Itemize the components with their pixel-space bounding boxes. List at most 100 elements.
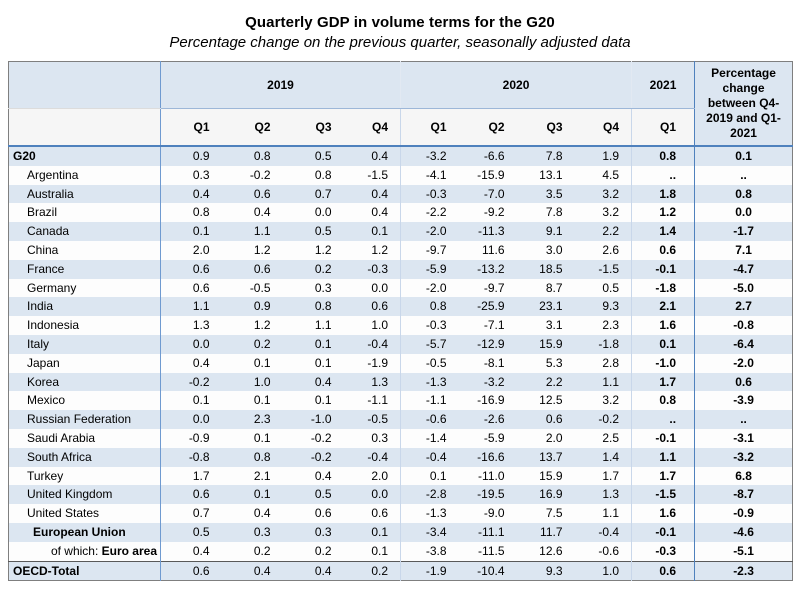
gdp-value-cell: -11.5 bbox=[478, 543, 505, 558]
gdp-value-cell: 0.5 bbox=[314, 224, 332, 239]
gdp-value-cell: 2.5 bbox=[602, 430, 620, 445]
gdp-value-cell: 0.3 bbox=[371, 430, 389, 445]
gdp-value-cell: 1.7 bbox=[631, 372, 695, 392]
gdp-value-cell: -5.9 bbox=[483, 430, 505, 445]
change-value-cell: 0.0 bbox=[694, 203, 793, 223]
gdp-value-cell: 0.3 bbox=[314, 524, 332, 539]
gdp-value-cell: 1.3 bbox=[602, 487, 620, 502]
gdp-value-cell: -2.0 bbox=[400, 278, 459, 298]
gdp-value-cell: -16.6 bbox=[477, 449, 505, 464]
gdp-value-cell: 15.9 bbox=[539, 336, 563, 351]
change-column-header: Percentage change between Q4-2019 and Q1… bbox=[694, 61, 793, 147]
gdp-value-cell: 0.4 bbox=[192, 186, 210, 201]
gdp-value-cell: -0.9 bbox=[188, 430, 210, 445]
gdp-value-cell: 0.6 bbox=[631, 240, 695, 260]
gdp-value-cell: 1.6 bbox=[631, 316, 695, 335]
gdp-value-cell: 0.6 bbox=[192, 487, 210, 502]
row-label: OECD-Total bbox=[8, 560, 161, 581]
gdp-value-cell: 2.3 bbox=[253, 412, 271, 427]
gdp-value-cell: 2.1 bbox=[631, 297, 695, 317]
gdp-value-cell: -0.4 bbox=[367, 336, 389, 351]
gdp-value-cell: 2.0 bbox=[545, 430, 563, 445]
gdp-value-cell: 0.5 bbox=[314, 487, 332, 502]
gdp-value-cell: 2.0 bbox=[192, 242, 210, 257]
gdp-value-cell: -0.6 bbox=[598, 543, 620, 558]
gdp-value-cell: 0.1 bbox=[253, 355, 271, 370]
gdp-value-cell: 0.1 bbox=[314, 336, 332, 351]
gdp-value-cell: 0.6 bbox=[371, 299, 389, 314]
gdp-value-cell: 1.7 bbox=[192, 468, 210, 483]
gdp-value-cell: 9.3 bbox=[602, 299, 620, 314]
gdp-value-cell: 0.1 bbox=[371, 224, 389, 239]
page-title: Quarterly GDP in volume terms for the G2… bbox=[245, 14, 555, 31]
gdp-value-cell: 1.1 bbox=[253, 224, 271, 239]
gdp-value-cell: -0.6 bbox=[400, 410, 459, 429]
gdp-value-cell: 0.1 bbox=[192, 224, 210, 239]
gdp-value-cell: 16.9 bbox=[539, 487, 563, 502]
gdp-value-cell: 12.6 bbox=[539, 543, 563, 558]
change-value-cell: -2.3 bbox=[694, 560, 793, 581]
gdp-value-cell: -1.8 bbox=[631, 278, 695, 298]
quarter-header: Q1 bbox=[631, 108, 695, 147]
quarter-header: Q2 bbox=[221, 108, 283, 147]
change-value-cell: 6.8 bbox=[694, 466, 793, 486]
gdp-value-cell: 0.4 bbox=[192, 355, 210, 370]
table-row: OECD-Total 0.6 0.4 0.4 0.2 -1.9 -10.4 9.3 1.0 0.6… bbox=[8, 560, 793, 581]
table-row: Turkey 1.7 2.1 0.4 2.0 0.1 -11.0 15.9 1.7 1.7 6.8 bbox=[8, 466, 793, 486]
gdp-value-cell: -7.1 bbox=[483, 318, 505, 333]
change-value-cell: -3.2 bbox=[694, 447, 793, 467]
gdp-value-cell: 7.8 bbox=[545, 149, 563, 163]
gdp-value-cell: 2.3 bbox=[602, 318, 620, 333]
gdp-value-cell: 1.6 bbox=[631, 504, 695, 523]
table-row: China 2.0 1.2 1.2 1.2 -9.7 11.6 3.0 2.6 0.6 7.1 bbox=[8, 240, 793, 260]
gdp-value-cell: -5.9 bbox=[400, 259, 459, 279]
gdp-value-cell: 1.2 bbox=[371, 242, 389, 257]
gdp-value-cell: 0.6 bbox=[192, 261, 210, 276]
gdp-value-cell: -0.2 bbox=[310, 449, 332, 464]
gdp-value-cell: 0.4 bbox=[371, 149, 389, 163]
gdp-value-cell: -1.9 bbox=[400, 560, 459, 581]
gdp-value-cell: -11.1 bbox=[478, 524, 505, 539]
gdp-value-cell: -1.5 bbox=[598, 261, 620, 276]
gdp-value-cell: -3.2 bbox=[483, 374, 505, 389]
gdp-value-cell: 0.6 bbox=[545, 412, 563, 427]
gdp-value-cell: 0.8 bbox=[314, 299, 332, 314]
gdp-value-cell: 1.8 bbox=[631, 184, 695, 204]
row-label: Russian Federation bbox=[8, 410, 161, 429]
gdp-value-cell: 1.3 bbox=[192, 318, 210, 333]
gdp-value-cell: -11.0 bbox=[478, 468, 505, 483]
gdp-value-cell: 0.6 bbox=[253, 261, 271, 276]
change-value-cell: -5.0 bbox=[694, 278, 793, 298]
gdp-value-cell: 1.1 bbox=[602, 506, 620, 521]
gdp-value-cell: -19.5 bbox=[477, 487, 505, 502]
gdp-value-cell: 11.6 bbox=[482, 242, 505, 257]
gdp-value-cell: 0.3 bbox=[192, 167, 210, 182]
gdp-value-cell: -0.3 bbox=[367, 261, 389, 276]
gdp-value-cell: 0.1 bbox=[192, 393, 210, 408]
corner-cell-bottom bbox=[8, 108, 161, 147]
row-label: Mexico bbox=[8, 391, 161, 411]
table-row: Russian Federation 0.0 2.3 -1.0 -0.5 -0.6 -2.6… bbox=[8, 410, 793, 429]
gdp-value-cell: 9.1 bbox=[545, 224, 563, 239]
table-row: South Africa -0.8 0.8 -0.2 -0.4 -0.4 -16.6 13.7… bbox=[8, 447, 793, 467]
year-header-2019: 2019 bbox=[160, 61, 401, 109]
gdp-value-cell: 9.3 bbox=[516, 560, 575, 581]
gdp-value-cell: -0.2 bbox=[598, 412, 620, 427]
gdp-value-cell: 0.5 bbox=[192, 524, 210, 539]
table-body: G20 0.9 0.8 0.5 0.4 -3.2 -6.6 7.8 1.9 0.8 0.1 Argen… bbox=[8, 146, 793, 581]
gdp-value-cell: 1.1 bbox=[631, 447, 695, 467]
change-value-cell: -4.7 bbox=[694, 259, 793, 279]
gdp-value-cell: -25.9 bbox=[477, 299, 505, 314]
change-value-cell: 0.8 bbox=[694, 184, 793, 204]
table-row: India 1.1 0.9 0.8 0.6 0.8 -25.9 23.1 9.3 2.1 2.7 bbox=[8, 297, 793, 317]
gdp-value-cell: 11.7 bbox=[540, 524, 563, 539]
year-header-row: 2019 2020 2021 Percentage change between Q4… bbox=[8, 61, 793, 147]
gdp-value-cell: 0.9 bbox=[192, 149, 210, 163]
gdp-value-cell: -0.5 bbox=[367, 412, 389, 427]
gdp-value-cell: -15.9 bbox=[477, 167, 505, 182]
gdp-value-cell: -0.4 bbox=[367, 449, 389, 464]
gdp-value-cell: 3.2 bbox=[602, 393, 620, 408]
gdp-value-cell: 0.5 bbox=[602, 280, 620, 295]
row-label: G20 bbox=[8, 146, 161, 166]
gdp-value-cell: 0.8 bbox=[253, 149, 271, 163]
